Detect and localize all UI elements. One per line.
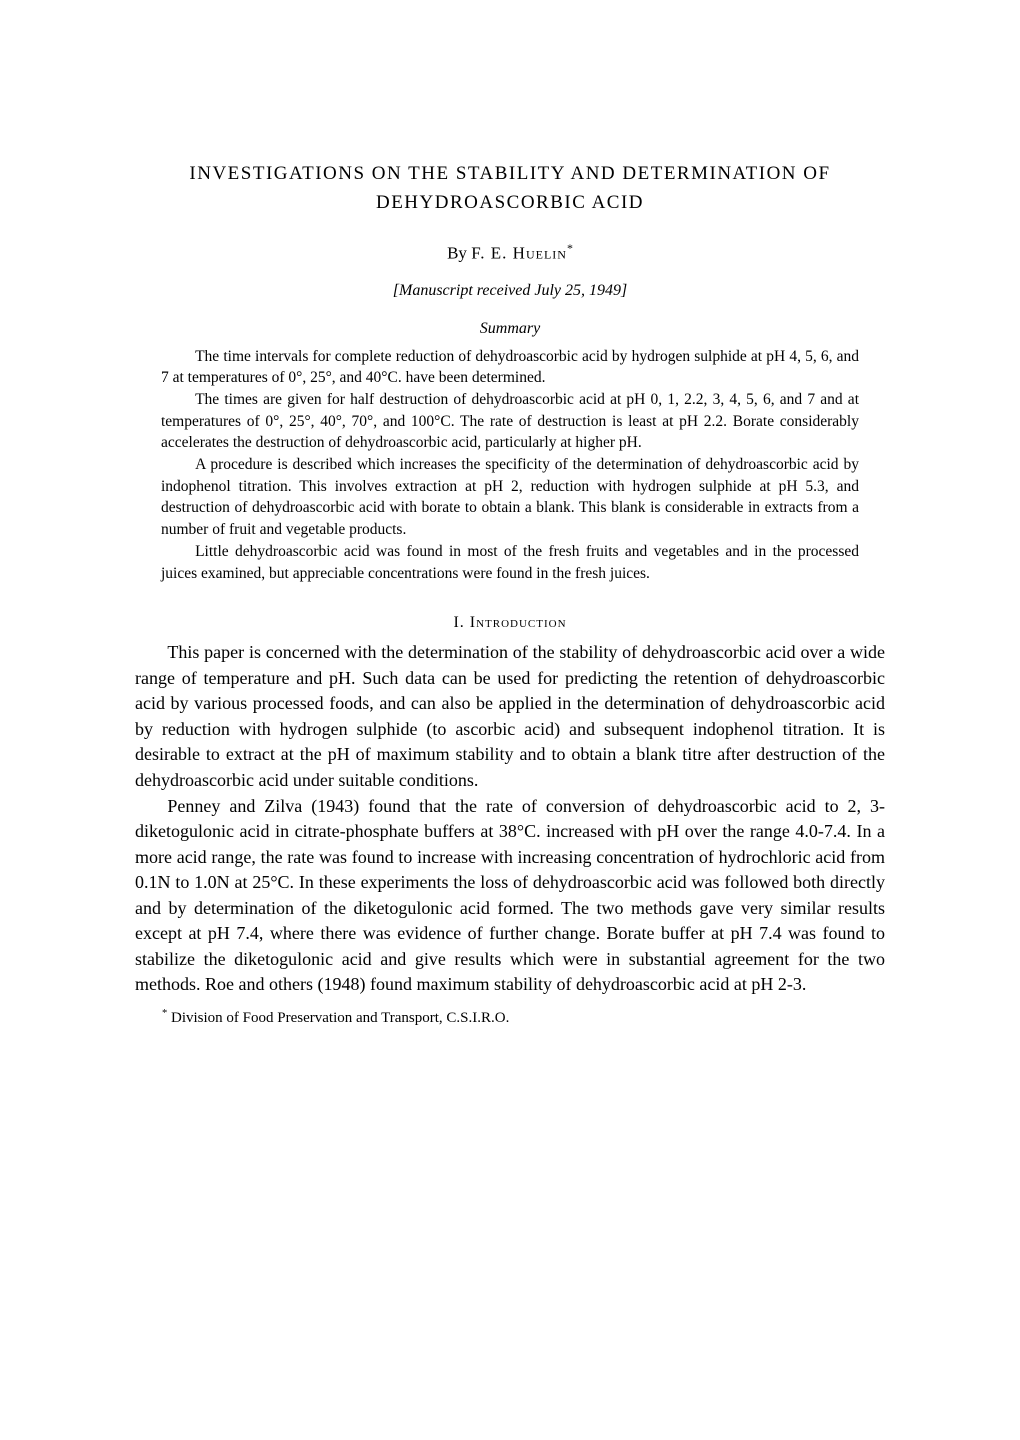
author-prefix: By (447, 244, 471, 263)
author-name: F. E. Huelin (471, 244, 567, 263)
body-paragraph: Penney and Zilva (1943) found that the r… (135, 794, 885, 998)
summary-paragraph: Little dehydroascorbic acid was found in… (161, 541, 859, 584)
body-block: This paper is concerned with the determi… (135, 640, 885, 998)
footnote-text: Division of Food Preservation and Transp… (167, 1010, 509, 1026)
summary-paragraph: The time intervals for complete reductio… (161, 346, 859, 389)
summary-heading: Summary (135, 320, 885, 338)
section-heading-text: I. Introduction (453, 614, 566, 631)
summary-block: The time intervals for complete reductio… (161, 346, 859, 585)
section-heading-introduction: I. Introduction (135, 614, 885, 632)
body-paragraph: This paper is concerned with the determi… (135, 640, 885, 793)
author-footnote-mark: * (567, 241, 573, 255)
page-container: INVESTIGATIONS ON THE STABILITY AND DETE… (0, 0, 1020, 1107)
manuscript-received: [Manuscript received July 25, 1949] (135, 282, 885, 300)
author-line: By F. E. Huelin* (135, 241, 885, 264)
footnote: * Division of Food Preservation and Tran… (135, 1008, 885, 1027)
summary-paragraph: The times are given for half destruction… (161, 389, 859, 454)
summary-paragraph: A procedure is described which increases… (161, 454, 859, 541)
paper-title: INVESTIGATIONS ON THE STABILITY AND DETE… (135, 160, 885, 217)
